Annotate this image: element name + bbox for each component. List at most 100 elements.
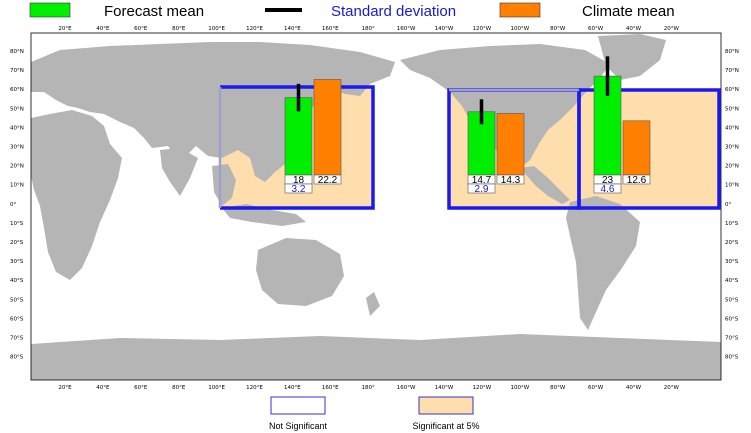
forecast-value-label: 23 xyxy=(602,175,614,186)
y-tick-right-label: 70°S xyxy=(725,336,739,342)
land-southeast-asia xyxy=(212,164,236,206)
map-frame xyxy=(30,32,722,381)
x-tick-top-label: 40°W xyxy=(626,26,642,32)
land-europe-asia xyxy=(31,42,395,182)
top-legend: Forecast mean Standard deviation Climate… xyxy=(29,2,675,20)
y-tick-left-label: 80°N xyxy=(10,49,24,55)
y-tick-right-label: 50°S xyxy=(725,297,739,303)
y-tick-right-label: 10°N xyxy=(725,183,739,189)
region-bars: 18 22.2 3.2 14.7 14.3 2.9 23 12.6 4.6 xyxy=(284,56,651,195)
region-atlantic-group: 23 12.6 4.6 xyxy=(593,56,651,195)
region-west-pacific-border xyxy=(220,85,375,210)
x-tick-bottom-label: 60°W xyxy=(588,385,604,391)
x-tick-top-label: 80°E xyxy=(172,26,186,32)
legend-climate-swatch xyxy=(499,2,541,18)
land-australia xyxy=(256,238,344,306)
legend-climate-label: Climate mean xyxy=(582,3,675,20)
x-tick-top-label: 160°E xyxy=(322,26,339,32)
y-tick-right-label: 80°N xyxy=(725,49,739,55)
climate-bar xyxy=(622,120,651,176)
y-tick-left-label: 70°S xyxy=(10,336,24,342)
x-tick-top-label: 60°E xyxy=(134,26,148,32)
climate-value-label: 14.3 xyxy=(501,175,521,186)
x-tick-bottom-label: 40°W xyxy=(626,385,642,391)
y-tick-left-label: 80°S xyxy=(10,355,24,361)
y-tick-right-label: 70°N xyxy=(725,68,739,74)
y-tick-right-label: 30°N xyxy=(725,145,739,151)
y-ticks-left: 80°N 70°N 60°N 50°N 40°N 30°N 20°N 10°N 0° 10°S 20… xyxy=(10,49,24,361)
y-tick-right-label: 60°N xyxy=(725,87,739,93)
not-significant-label: Not Significant xyxy=(269,421,328,431)
y-tick-right-label: 30°S xyxy=(725,259,739,265)
land-africa xyxy=(31,110,122,280)
land-greenland xyxy=(598,34,666,80)
y-tick-left-label: 50°N xyxy=(10,106,24,112)
x-tick-bottom-label: 120°W xyxy=(473,385,492,391)
y-tick-right-label: 10°S xyxy=(725,221,739,227)
significant-swatch xyxy=(418,396,474,415)
x-tick-top-label: 20°W xyxy=(664,26,680,32)
significant-label: Significant at 5% xyxy=(412,421,479,431)
x-tick-top-label: 160°W xyxy=(397,26,416,32)
x-tick-bottom-label: 100°W xyxy=(510,385,529,391)
x-tick-top-label: 120°W xyxy=(473,26,492,32)
sd-value-label: 3.2 xyxy=(292,184,306,195)
y-tick-left-label: 30°N xyxy=(10,145,24,151)
y-tick-right-label: 0° xyxy=(725,202,731,208)
y-tick-left-label: 70°N xyxy=(10,68,24,74)
x-tick-bottom-label: 120°E xyxy=(246,385,263,391)
x-ticks-top: 20°E 40°E 60°E 80°E 100°E 120°E 140°E 160°E 180°… xyxy=(58,26,679,32)
sd-value-label: 4.6 xyxy=(601,184,615,195)
x-tick-bottom-label: 20°E xyxy=(58,385,72,391)
region-atlantic-border xyxy=(577,88,721,210)
not-significant-swatch xyxy=(270,396,326,415)
y-tick-left-label: 20°N xyxy=(10,164,24,170)
y-tick-left-label: 50°S xyxy=(10,297,24,303)
y-tick-right-label: 20°S xyxy=(725,240,739,246)
climate-value-box xyxy=(622,174,651,185)
land-india xyxy=(160,148,198,196)
y-tick-left-label: 0° xyxy=(10,202,16,208)
climate-value-box xyxy=(313,174,342,185)
legend-forecast-label: Forecast mean xyxy=(104,3,204,20)
x-tick-top-label: 60°W xyxy=(588,26,604,32)
y-tick-right-label: 40°S xyxy=(725,278,739,284)
x-tick-bottom-label: 160°E xyxy=(322,385,339,391)
x-tick-bottom-label: 40°E xyxy=(96,385,110,391)
climate-value-label: 22.2 xyxy=(318,175,338,186)
sd-value-box xyxy=(593,183,622,194)
land-central-america xyxy=(520,166,570,204)
y-ticks-right: 80°N 70°N 60°N 50°N 40°N 30°N 20°N 10°N 0° 10°S 20… xyxy=(725,49,739,361)
x-tick-bottom-label: 180° xyxy=(362,385,375,391)
y-tick-left-label: 10°N xyxy=(10,183,24,189)
x-tick-bottom-label: 140°W xyxy=(435,385,454,391)
y-tick-left-label: 10°S xyxy=(10,221,24,227)
x-tick-bottom-label: 80°W xyxy=(550,385,566,391)
x-tick-top-label: 100°W xyxy=(510,26,529,32)
sd-value-label: 2.9 xyxy=(475,184,489,195)
y-tick-right-label: 60°S xyxy=(725,316,739,322)
climate-value-box xyxy=(496,174,525,185)
climate-bar xyxy=(313,79,342,176)
y-tick-right-label: 40°N xyxy=(725,125,739,131)
region-west-pacific-group: 18 22.2 3.2 xyxy=(284,79,342,195)
land-new-zealand xyxy=(366,292,380,316)
legend-forecast-swatch xyxy=(29,2,71,18)
climate-value-label: 12.6 xyxy=(627,175,647,186)
y-tick-right-label: 80°S xyxy=(725,355,739,361)
legend-sd-label: Standard deviation xyxy=(331,3,456,20)
x-tick-top-label: 120°E xyxy=(246,26,263,32)
y-tick-right-label: 20°N xyxy=(725,164,739,170)
y-tick-left-label: 30°S xyxy=(10,259,24,265)
x-tick-top-label: 180° xyxy=(362,26,375,32)
region-borders xyxy=(218,85,721,210)
x-tick-bottom-label: 60°E xyxy=(134,385,148,391)
bottom-legend: Not Significant Significant at 5% xyxy=(269,396,480,431)
x-tick-bottom-label: 140°E xyxy=(284,385,301,391)
y-tick-left-label: 60°S xyxy=(10,316,24,322)
x-tick-top-label: 100°E xyxy=(208,26,225,32)
climate-bar xyxy=(496,113,525,176)
x-tick-top-label: 80°W xyxy=(550,26,566,32)
y-tick-right-label: 50°N xyxy=(725,106,739,112)
